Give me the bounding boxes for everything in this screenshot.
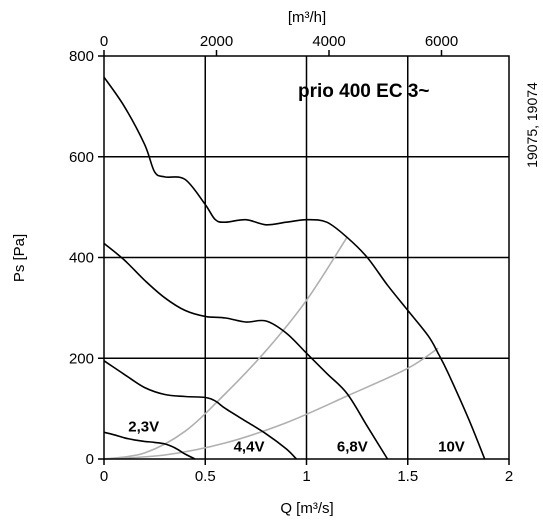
y-tick-label: 0 (86, 451, 94, 468)
voltage-label: 10V (438, 438, 465, 455)
voltage-label: 6,8V (337, 438, 368, 455)
grid (104, 56, 509, 459)
voltage-label: 4,4V (234, 438, 265, 455)
side-code-label: 19075, 19074 (524, 82, 540, 168)
x-tick-label: 1.5 (397, 468, 418, 485)
x-tick-label: 0 (100, 468, 108, 485)
fan-curve-line (103, 431, 196, 460)
fan-curve-line (103, 76, 486, 460)
x-axis-title: Q [m³/s] (280, 500, 333, 517)
y-tick-label: 600 (69, 149, 94, 166)
chart-title: prio 400 EC 3~ (298, 81, 429, 102)
curves (103, 76, 486, 460)
top-axis-title: [m³/h] (288, 9, 326, 26)
x2-tick-label: 0 (100, 33, 108, 50)
fan-curve-line (103, 242, 389, 460)
fan-curve-line (103, 360, 297, 460)
x-tick-label: 1 (302, 468, 310, 485)
system-curve-line (103, 236, 348, 460)
ticks: 0 200 400 600 800 0 0.5 1 1.5 2 0 2000 4000 6000 (69, 33, 513, 485)
y-tick-label: 400 (69, 250, 94, 267)
curve-labels: 2,3V 4,4V 6,8V 10V (128, 418, 465, 455)
system-curve-line (103, 347, 439, 460)
x-tick-label: 0.5 (195, 468, 216, 485)
y-tick-label: 200 (69, 350, 94, 367)
x-tick-label: 2 (505, 468, 513, 485)
x2-tick-label: 4000 (312, 33, 345, 50)
y-tick-label: 800 (69, 48, 94, 65)
x2-tick-label: 6000 (425, 33, 458, 50)
voltage-label: 2,3V (128, 418, 159, 435)
x2-tick-label: 2000 (200, 33, 233, 50)
y-axis-title: Ps [Pa] (11, 234, 28, 282)
